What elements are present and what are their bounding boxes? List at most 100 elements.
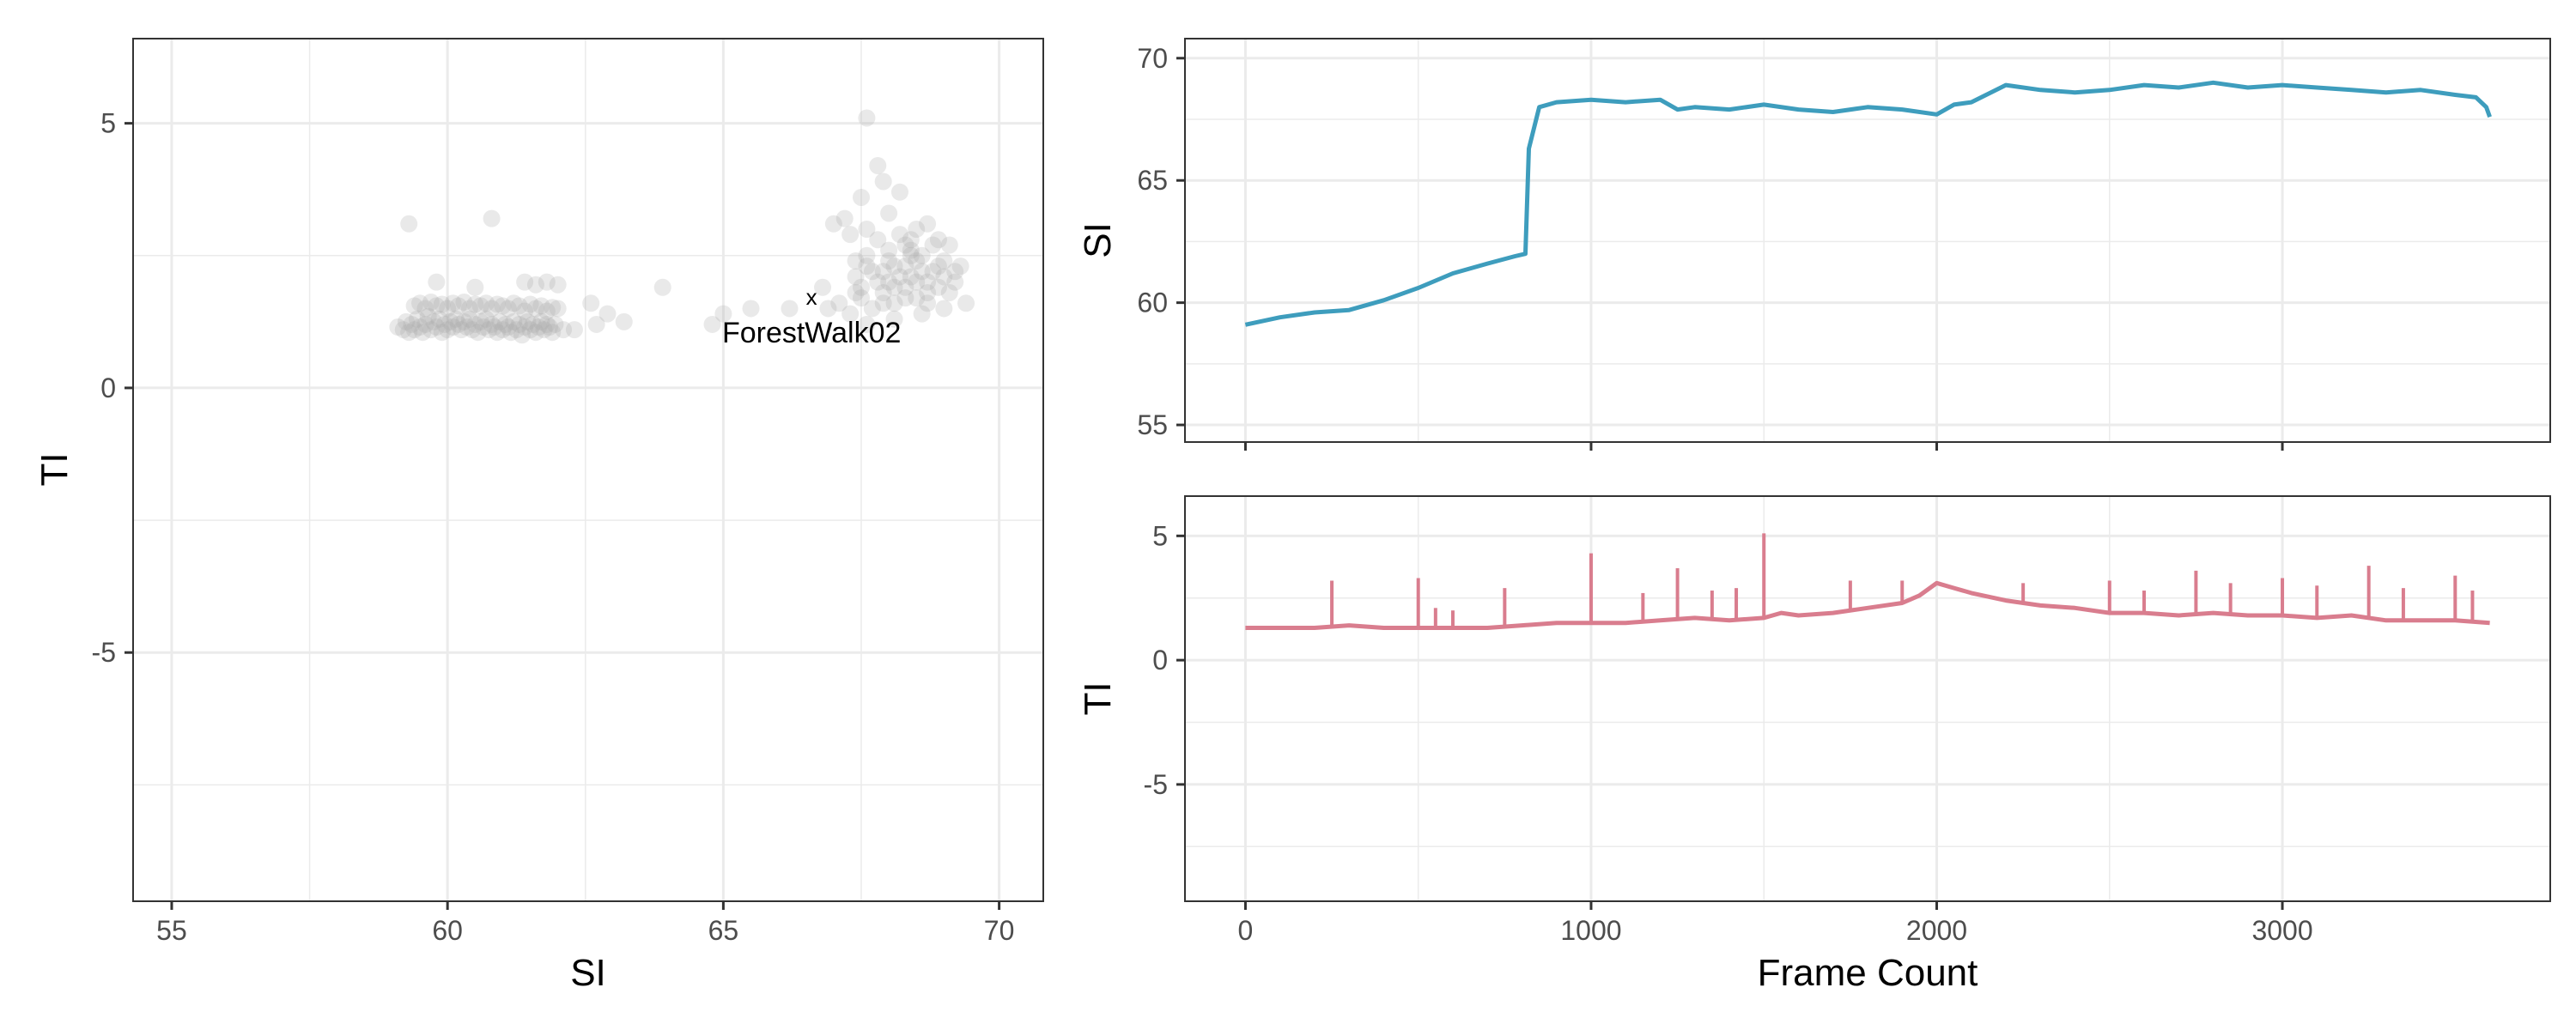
scatter-point	[946, 263, 964, 281]
scatter-point	[946, 273, 964, 291]
scatter-point	[405, 297, 423, 315]
scatter-point	[532, 297, 550, 315]
scatter-point	[469, 324, 487, 342]
scatter-point	[433, 324, 451, 342]
scatter-point	[858, 315, 876, 333]
scatter-point	[902, 231, 920, 249]
scatter-point	[471, 312, 489, 330]
scatter-point	[880, 273, 898, 291]
scatter-point	[902, 268, 920, 286]
scatter-points	[389, 109, 975, 344]
ti-series-line	[1245, 580, 2490, 630]
ti-x-tick-label: 3000	[2251, 915, 2312, 946]
scatter-point	[435, 315, 453, 333]
scatter-point	[519, 312, 537, 330]
scatter-x-tick-label: 70	[984, 915, 1015, 946]
scatter-point	[890, 183, 908, 201]
si-y-axis-title: SI	[1077, 222, 1119, 258]
scatter-point	[489, 295, 506, 313]
scatter-point	[924, 236, 942, 254]
si-panel-border	[1184, 38, 2551, 443]
scatter-point	[913, 305, 931, 323]
scatter-point	[615, 312, 633, 330]
scatter-point	[896, 278, 914, 296]
scatter-point	[908, 273, 926, 291]
si-series-line	[1244, 80, 2492, 327]
scatter-point	[403, 315, 421, 333]
scatter-point	[885, 258, 903, 276]
scatter-point	[400, 215, 418, 233]
scatter-point	[532, 312, 550, 330]
scatter-point	[422, 294, 440, 312]
scatter-point	[929, 231, 947, 249]
scatter-point	[400, 324, 418, 342]
scatter-point	[455, 312, 473, 330]
scatter-point	[714, 305, 732, 323]
scatter-point	[485, 318, 503, 336]
scatter-point	[455, 294, 473, 312]
scatter-point	[474, 318, 492, 336]
scatter-point	[896, 236, 914, 254]
scatter-point	[555, 321, 573, 339]
scatter-point	[908, 289, 926, 307]
scatter-point	[526, 324, 544, 342]
ti-panel-border	[1184, 495, 2551, 902]
scatter-point	[460, 300, 478, 318]
scatter-point	[405, 321, 423, 339]
si-ticks: 55 60 65 70	[1137, 43, 2284, 451]
scatter-point	[416, 300, 434, 318]
ti-y-tick-label: 5	[1152, 520, 1168, 551]
scatter-point	[433, 295, 451, 313]
scatter-point	[814, 278, 832, 296]
scatter-point	[858, 258, 876, 276]
ti-x-tick-label: 2000	[1906, 915, 1967, 946]
scatter-point	[521, 295, 539, 313]
scatter-point	[477, 310, 495, 328]
scatter-point	[929, 258, 947, 276]
scatter-point	[450, 315, 468, 333]
scatter-point	[425, 312, 443, 330]
scatter-point	[416, 315, 434, 333]
ti-y-axis-title: TI	[1077, 682, 1119, 715]
scatter-point	[874, 263, 892, 281]
scatter-point	[483, 300, 501, 318]
scatter-point	[439, 300, 457, 318]
scatter-point	[582, 294, 600, 312]
scatter-point	[908, 251, 926, 270]
scatter-point	[830, 294, 848, 312]
scatter-point	[494, 321, 512, 339]
scatter-point	[863, 300, 881, 318]
scatter-point	[535, 321, 553, 339]
scatter-point	[444, 318, 462, 336]
scatter-point	[516, 273, 534, 291]
scatter-point	[464, 321, 482, 339]
scatter-point	[896, 289, 914, 307]
scatter-point	[521, 321, 539, 339]
scatter-point	[524, 315, 542, 333]
scatter-point	[885, 278, 903, 296]
scatter-point	[526, 300, 544, 318]
scatter-point	[824, 215, 842, 233]
scatter-point	[549, 276, 567, 294]
scatter-point	[480, 321, 498, 339]
scatter-point	[439, 321, 457, 339]
scatter-point	[460, 310, 478, 328]
scatter-point	[874, 283, 892, 301]
scatter-grid	[133, 39, 1043, 901]
scatter-y-axis-title: TI	[33, 452, 76, 486]
scatter-y-tick-label: -5	[92, 637, 116, 668]
scatter-x-tick-label: 65	[708, 915, 739, 946]
si-y-tick-label: 65	[1137, 165, 1168, 196]
ti-line-panel: -5 0 5 0 1000 2000 3000 Frame Count TI	[1077, 495, 2551, 994]
scatter-point	[951, 258, 969, 276]
scatter-point	[477, 294, 495, 312]
scatter-x-tick-label: 55	[156, 915, 187, 946]
scatter-point	[430, 310, 448, 328]
scatter-point	[902, 246, 920, 264]
scatter-point	[847, 251, 865, 270]
scatter-marker-x: x	[806, 284, 817, 310]
scatter-point	[538, 273, 556, 291]
scatter-point	[940, 283, 958, 301]
scatter-point	[483, 315, 501, 333]
